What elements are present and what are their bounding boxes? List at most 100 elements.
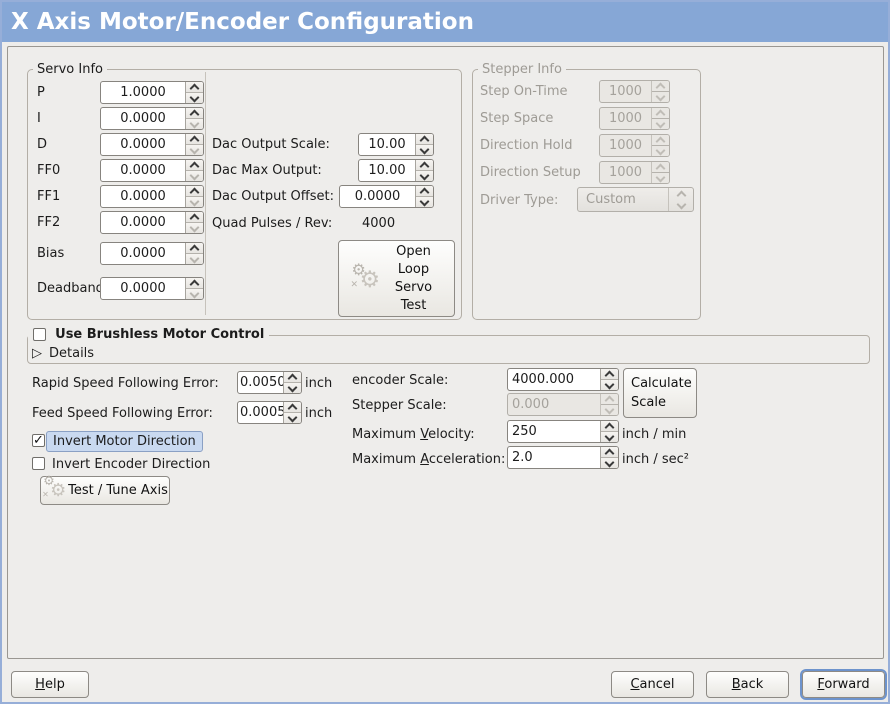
invert-encoder-label[interactable]: Invert Encoder Direction bbox=[52, 457, 211, 472]
invert-encoder-checkbox[interactable] bbox=[32, 457, 45, 470]
spin-up-button[interactable] bbox=[601, 447, 618, 458]
spin-down-button[interactable] bbox=[186, 196, 203, 207]
ff2-spinbox[interactable]: 0.0000 bbox=[100, 211, 204, 234]
spin-buttons bbox=[651, 108, 669, 129]
details-expander-label[interactable]: Details bbox=[49, 346, 95, 361]
spin-up-button[interactable] bbox=[186, 186, 203, 197]
spin-down-button[interactable] bbox=[186, 144, 203, 155]
spin-up-button[interactable] bbox=[416, 186, 433, 197]
d-spinbox[interactable]: 0.0000 bbox=[100, 133, 204, 156]
rapid-following-error-value[interactable]: 0.0050 bbox=[240, 375, 283, 390]
spin-down-button[interactable] bbox=[601, 379, 618, 390]
dac-output-scale-label: Dac Output Scale: bbox=[212, 137, 330, 152]
spin-down-button[interactable] bbox=[186, 170, 203, 181]
step-on-time-label: Step On-Time bbox=[480, 84, 568, 99]
calculate-scale-button[interactable]: Calculate Scale bbox=[623, 368, 697, 418]
encoder-scale-spinbox[interactable]: 4000.000 bbox=[507, 368, 619, 391]
spin-up-button[interactable] bbox=[601, 369, 618, 380]
encoder-scale-value[interactable]: 4000.000 bbox=[512, 372, 575, 387]
feed-following-error-spinbox[interactable]: 0.0005 bbox=[237, 401, 302, 424]
maximum-velocity-value[interactable]: 250 bbox=[512, 424, 537, 439]
spin-down-button[interactable] bbox=[284, 412, 301, 423]
spin-up-button[interactable] bbox=[186, 212, 203, 223]
spin-up-button[interactable] bbox=[186, 160, 203, 171]
maximum-velocity-spinbox[interactable]: 250 bbox=[507, 420, 619, 443]
test-tune-axis-button[interactable]: ⚙ ⚙ ✕ Test / Tune Axis bbox=[40, 474, 170, 505]
ff1-spinbox[interactable]: 0.0000 bbox=[100, 185, 204, 208]
spin-buttons bbox=[415, 160, 433, 181]
spin-up-button[interactable] bbox=[186, 108, 203, 119]
spin-up-button[interactable] bbox=[186, 134, 203, 145]
spin-buttons bbox=[651, 81, 669, 102]
ff1-value[interactable]: 0.0000 bbox=[120, 189, 166, 204]
rapid-following-error-spinbox[interactable]: 0.0050 bbox=[237, 371, 302, 394]
dac-max-output-spinbox[interactable]: 10.00 bbox=[358, 159, 434, 182]
spin-up-button[interactable] bbox=[601, 421, 618, 432]
spin-buttons bbox=[185, 108, 203, 129]
stepper-scale-label: Stepper Scale: bbox=[352, 398, 447, 413]
bias-spinbox[interactable]: 0.0000 bbox=[100, 242, 204, 265]
spin-up-button[interactable] bbox=[416, 134, 433, 145]
bias-value[interactable]: 0.0000 bbox=[120, 246, 166, 261]
deadband-value[interactable]: 0.0000 bbox=[120, 281, 166, 296]
stepper-scale-value: 0.000 bbox=[512, 397, 550, 412]
spin-down-button[interactable] bbox=[416, 170, 433, 181]
i-value[interactable]: 0.0000 bbox=[120, 111, 166, 126]
invert-motor-checkbox[interactable]: ✓ bbox=[32, 433, 45, 448]
i-label: I bbox=[37, 111, 41, 126]
spin-up-button[interactable] bbox=[186, 243, 203, 254]
maximum-acceleration-spinbox[interactable]: 2.0 bbox=[507, 446, 619, 469]
dac-output-scale-value[interactable]: 10.00 bbox=[368, 137, 406, 152]
spin-buttons bbox=[600, 421, 618, 442]
i-spinbox[interactable]: 0.0000 bbox=[100, 107, 204, 130]
direction-hold-value: 1000 bbox=[608, 138, 643, 153]
ff0-value[interactable]: 0.0000 bbox=[120, 163, 166, 178]
dac-output-offset-value[interactable]: 0.0000 bbox=[354, 189, 401, 204]
spin-up-button[interactable] bbox=[186, 82, 203, 93]
back-button[interactable]: Back bbox=[706, 671, 789, 698]
deadband-spinbox[interactable]: 0.0000 bbox=[100, 277, 204, 300]
d-value[interactable]: 0.0000 bbox=[120, 137, 166, 152]
spin-up-button[interactable] bbox=[186, 278, 203, 289]
spin-down-button[interactable] bbox=[186, 253, 203, 264]
brushless-header: Use Brushless Motor Control bbox=[28, 327, 270, 343]
dac-max-output-value[interactable]: 10.00 bbox=[368, 163, 406, 178]
driver-type-value: Custom bbox=[586, 192, 636, 207]
spin-up-button bbox=[601, 394, 618, 405]
forward-button[interactable]: Forward bbox=[802, 671, 885, 698]
cancel-button[interactable]: Cancel bbox=[611, 671, 694, 698]
spin-down-button[interactable] bbox=[416, 196, 433, 207]
ff1-label: FF1 bbox=[37, 189, 61, 204]
feed-following-error-value[interactable]: 0.0005 bbox=[240, 405, 283, 420]
spin-down-button[interactable] bbox=[601, 457, 618, 468]
p-value[interactable]: 1.0000 bbox=[120, 85, 166, 100]
spin-down-button[interactable] bbox=[186, 92, 203, 103]
dac-output-offset-spinbox[interactable]: 0.0000 bbox=[339, 185, 434, 208]
dac-output-scale-spinbox[interactable]: 10.00 bbox=[358, 133, 434, 156]
spin-down-button[interactable] bbox=[186, 288, 203, 299]
spin-down-button[interactable] bbox=[186, 222, 203, 233]
maximum-acceleration-value[interactable]: 2.0 bbox=[512, 450, 533, 465]
spin-up-button[interactable] bbox=[284, 372, 301, 383]
quad-pulses-value: 4000 bbox=[362, 216, 396, 231]
ff0-spinbox[interactable]: 0.0000 bbox=[100, 159, 204, 182]
spin-down-button bbox=[652, 91, 669, 102]
help-button[interactable]: Help bbox=[11, 671, 89, 698]
spin-up-button[interactable] bbox=[284, 402, 301, 413]
spin-down-button[interactable] bbox=[186, 118, 203, 129]
spin-up-button[interactable] bbox=[416, 160, 433, 171]
spin-down-button[interactable] bbox=[284, 382, 301, 393]
expander-triangle-icon[interactable]: ▷ bbox=[32, 346, 42, 361]
invert-motor-label[interactable]: Invert Motor Direction bbox=[46, 431, 203, 452]
open-loop-servo-test-button[interactable]: ⚙ ⚙ ✕ Open Loop Servo Test bbox=[338, 240, 455, 317]
spin-buttons bbox=[600, 394, 618, 415]
page-title: X Axis Motor/Encoder Configuration bbox=[2, 2, 888, 42]
ff2-value[interactable]: 0.0000 bbox=[120, 215, 166, 230]
p-spinbox[interactable]: 1.0000 bbox=[100, 81, 204, 104]
deadband-label: Deadband bbox=[37, 281, 104, 296]
brushless-checkbox[interactable] bbox=[33, 328, 46, 341]
spin-down-button[interactable] bbox=[416, 144, 433, 155]
spin-down-button[interactable] bbox=[601, 431, 618, 442]
spin-buttons bbox=[283, 372, 301, 393]
